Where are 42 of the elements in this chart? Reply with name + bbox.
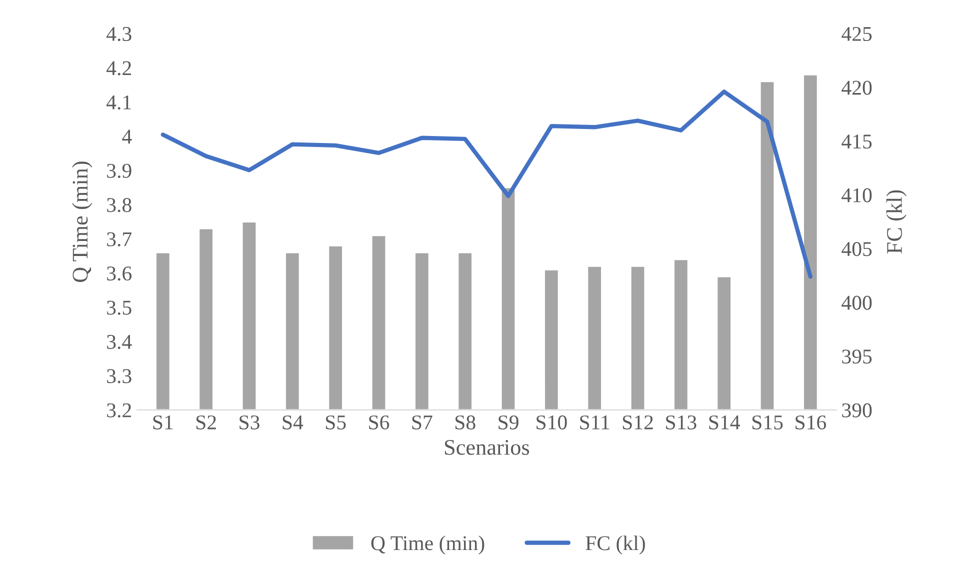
y-tick-label: 3.9 bbox=[107, 164, 132, 178]
y-tick-label: 3.3 bbox=[107, 369, 132, 384]
y-tick-label: 3.8 bbox=[107, 198, 132, 212]
y2-tick-label: 420 bbox=[842, 80, 872, 95]
x-tick-label: S1 bbox=[153, 415, 173, 430]
line-series bbox=[160, 90, 813, 279]
y2-tick-label: 425 bbox=[842, 27, 872, 42]
x-tick-label: S13 bbox=[666, 415, 696, 430]
x-tick-label: S10 bbox=[536, 415, 567, 430]
y2-tick-label: 405 bbox=[842, 242, 872, 256]
y2-tick-label: 415 bbox=[842, 134, 872, 149]
y-tick-label: 3.5 bbox=[107, 300, 132, 315]
x-tick-label: S6 bbox=[369, 415, 390, 430]
y2-tick-label: 400 bbox=[842, 296, 872, 310]
y2-tick-label: 410 bbox=[842, 188, 872, 202]
y-tick-label: 3.6 bbox=[107, 266, 132, 281]
x-tick-label: S11 bbox=[580, 415, 610, 430]
y-tick-label: 3.7 bbox=[107, 232, 132, 246]
x-tick-label: S5 bbox=[326, 415, 346, 430]
y2-tick-label: 390 bbox=[842, 403, 872, 418]
y-tick-label: 4.1 bbox=[106, 95, 131, 110]
legend-label: Q Time (min) bbox=[371, 536, 484, 554]
y-tick-label: 4 bbox=[122, 130, 132, 144]
x-tick-label: S2 bbox=[196, 415, 216, 430]
y2-tick-label: 395 bbox=[842, 350, 872, 364]
x-tick-label: S12 bbox=[622, 415, 653, 430]
legend-label: FC (kl) bbox=[586, 536, 645, 554]
y-tick-label: 4.3 bbox=[106, 27, 132, 42]
x-tick-label: S3 bbox=[240, 415, 260, 430]
y-axis-title: Q Time (min) bbox=[72, 162, 92, 282]
y-tick-label: 3.4 bbox=[107, 334, 132, 350]
y-tick-label: 3.2 bbox=[107, 403, 131, 418]
x-tick-label: S9 bbox=[498, 415, 518, 430]
x-tick-label: S4 bbox=[282, 415, 304, 430]
x-tick-label: S14 bbox=[709, 415, 740, 430]
x-tick-label: S8 bbox=[455, 415, 476, 430]
x-tick-label: S7 bbox=[412, 415, 432, 430]
x-tick-label: S16 bbox=[796, 415, 826, 430]
y2-axis-title: FC (kl) bbox=[886, 190, 906, 254]
y-tick-label: 4.2 bbox=[106, 61, 131, 76]
x-tick-label: S15 bbox=[752, 415, 783, 430]
x-axis-title: Scenarios bbox=[444, 440, 530, 455]
